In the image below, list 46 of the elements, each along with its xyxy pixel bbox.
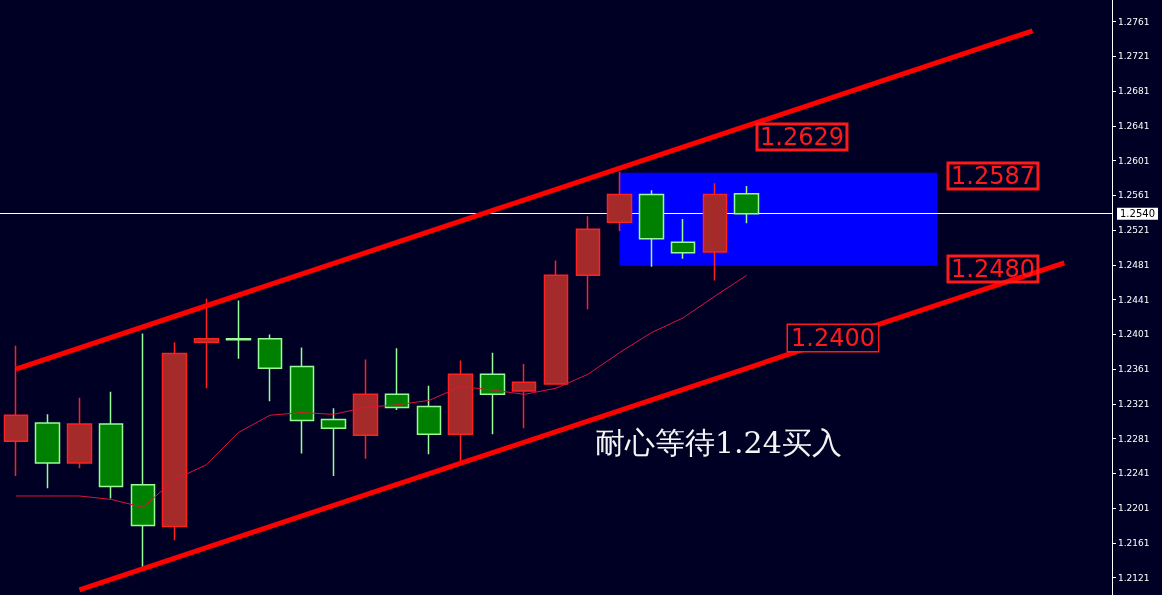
y-tick-label: 1.2241 [1118,468,1150,479]
y-tick-label: 1.2561 [1118,190,1150,201]
annotation: 1.2629 [760,123,844,151]
ref-line-label: 1.2540 [1120,208,1155,220]
y-tick-label: 1.2321 [1118,398,1150,409]
y-tick-label: 1.2161 [1118,537,1150,548]
candlestick [511,363,537,429]
y-tick-label: 1.2401 [1118,329,1150,340]
y-tick-label: 1.2681 [1118,86,1150,97]
y-tick-label: 1.2761 [1118,16,1150,27]
y-tick-label: 1.2201 [1118,503,1150,514]
candlestick [670,218,696,260]
candlestick [575,215,601,310]
y-tick-label: 1.2601 [1118,155,1150,166]
y-tick-label: 1.2361 [1118,364,1150,375]
candlestick [193,298,220,390]
y-tick-label: 1.2721 [1118,51,1150,62]
candlestick [447,359,474,462]
candlestick [320,407,347,477]
candlestick [479,351,506,436]
candlestick [733,185,760,224]
annotation: 耐心等待1.24买入 [595,424,842,460]
y-tick-label: 1.2481 [1118,259,1150,270]
candlestick [257,333,283,403]
y-tick-label: 1.2441 [1118,294,1150,305]
y-tick-label: 1.2121 [1118,572,1150,583]
candlestick [3,344,29,477]
candlestick [289,346,315,455]
candlestick [352,358,379,460]
candlestick [416,384,442,456]
candlestick [225,299,252,360]
y-tick-label: 1.2521 [1118,225,1150,236]
text: 1.2400 [791,324,875,352]
candlestick [702,182,728,282]
candlestick [606,171,633,232]
text: 1.2587 [951,162,1035,190]
candlestick [543,259,569,385]
y-tick-label: 1.2641 [1118,120,1150,131]
candlestick [161,341,188,542]
candlestick [98,390,124,500]
text: 1.2480 [951,255,1035,283]
candlestick [34,413,61,489]
candlestick [638,189,665,268]
candlestick [384,347,410,411]
y-tick-label: 1.2281 [1118,433,1150,444]
candlestick [66,397,93,469]
